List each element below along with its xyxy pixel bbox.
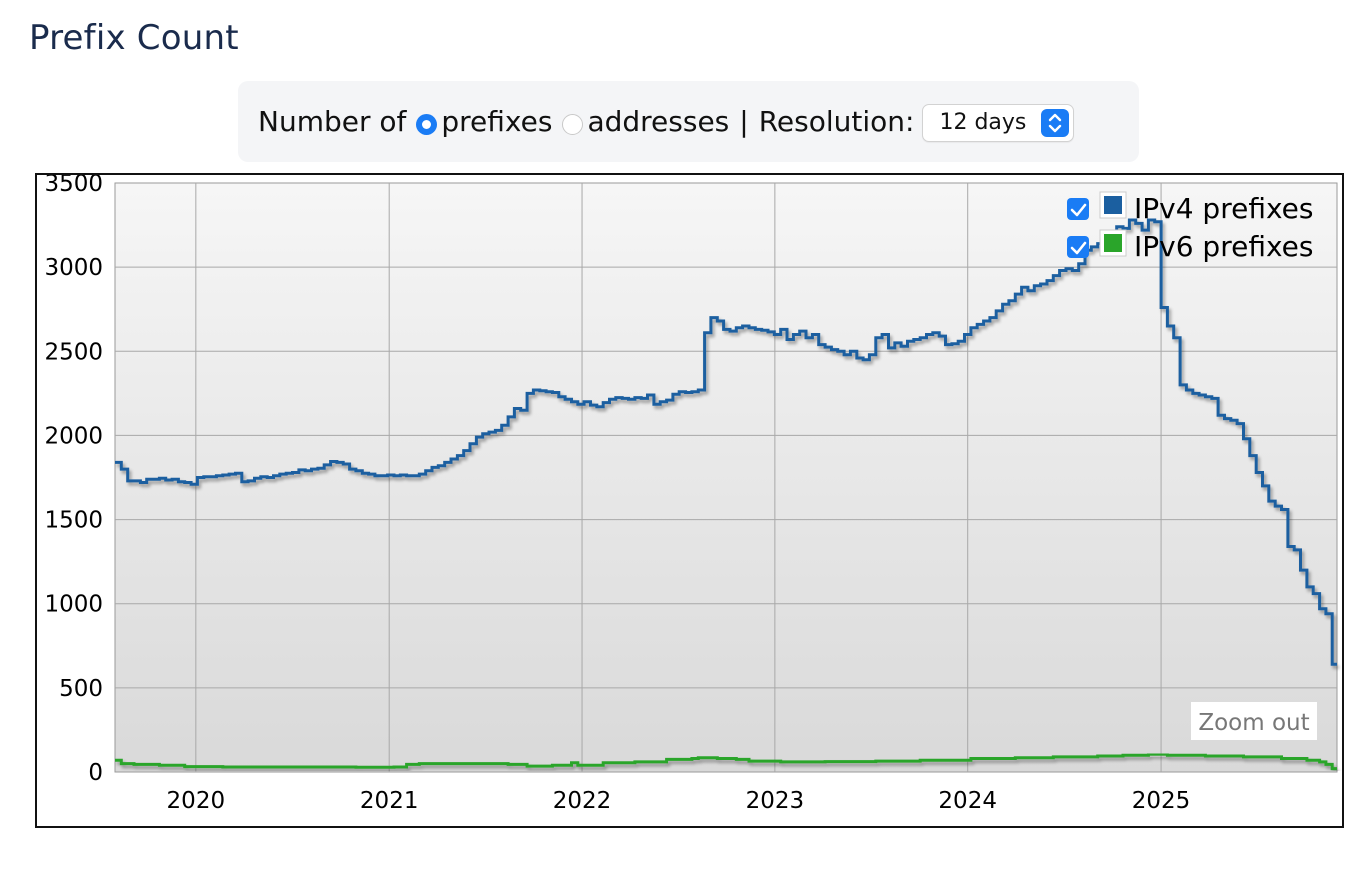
prefixes-radio[interactable]: [416, 114, 438, 135]
x-tick-label: 2022: [553, 788, 612, 814]
x-tick-label: 2025: [1132, 788, 1191, 814]
y-tick-label: 2000: [44, 423, 103, 449]
addresses-option-label[interactable]: addresses: [587, 105, 730, 138]
y-tick-label: 1000: [44, 592, 103, 618]
number-of-label: Number of: [258, 105, 407, 138]
prefixes-option-label[interactable]: prefixes: [441, 105, 553, 138]
resolution-label: Resolution:: [758, 105, 915, 138]
legend-item: IPv6 prefixes: [1067, 229, 1313, 263]
y-tick-label: 2500: [44, 339, 103, 365]
chart-controls: Number of prefixes addresses | Resolutio…: [238, 81, 1139, 162]
series-ipv4: [115, 218, 1337, 666]
x-tick-label: 2020: [167, 788, 226, 814]
controls-separator: |: [739, 105, 749, 138]
y-tick-label: 0: [88, 760, 103, 786]
checkbox-box: [1067, 198, 1089, 220]
legend-swatch: [1104, 196, 1122, 214]
zoom-out-label: Zoom out: [1198, 710, 1309, 736]
legend-label: IPv6 prefixes: [1134, 230, 1313, 263]
zoom-out-button[interactable]: Zoom out: [1191, 702, 1317, 740]
series-ipv6: [115, 752, 1337, 771]
addresses-radio[interactable]: [562, 114, 584, 135]
resolution-select-value: 12 days: [939, 110, 1027, 135]
x-tick-label: 2021: [360, 788, 419, 814]
select-arrows-icon: [1041, 108, 1070, 137]
y-tick-label: 3000: [44, 255, 103, 281]
checkmark-icon: [1070, 241, 1087, 255]
x-tick-label: 2024: [938, 788, 997, 814]
y-tick-label: 1500: [44, 508, 103, 534]
checkbox-box: [1067, 236, 1089, 258]
y-tick-label: 500: [59, 676, 103, 702]
legend-swatch: [1104, 234, 1122, 252]
y-tick-label: 3500: [44, 175, 103, 197]
legend-label: IPv4 prefixes: [1134, 192, 1313, 225]
legend-item: IPv4 prefixes: [1067, 191, 1313, 225]
zoom-out-background: [1191, 702, 1317, 740]
legend-checkbox[interactable]: [1067, 198, 1089, 220]
series-line: [115, 752, 1337, 771]
checkmark-icon: [1070, 203, 1087, 217]
chart-canvas: 0 500 1000 1500 2000 2500 3000 3500 2020 2021 202…: [44, 175, 1338, 814]
x-tick-label: 2023: [746, 788, 805, 814]
legend-checkbox[interactable]: [1067, 236, 1089, 258]
page-title: Prefix Count: [29, 18, 239, 58]
resolution-select[interactable]: 12 days: [922, 103, 1075, 142]
prefix-count-chart: 0 500 1000 1500 2000 2500 3000 3500 2020 2021 202…: [35, 173, 1344, 828]
series-line: [115, 218, 1337, 666]
plot-area: [114, 182, 1338, 773]
